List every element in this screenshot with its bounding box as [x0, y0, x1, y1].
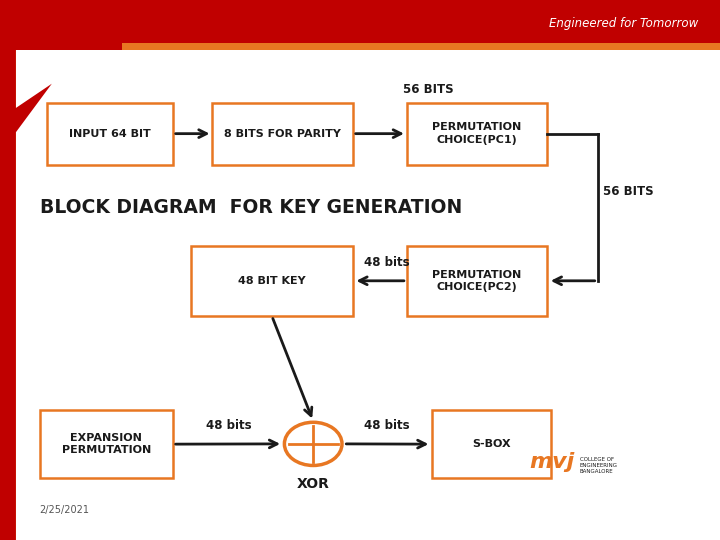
Bar: [0, 0, 720, 44]
Text: PERMUTATION
CHOICE(PC2): PERMUTATION CHOICE(PC2): [433, 269, 521, 292]
Text: Engineered for Tomorrow: Engineered for Tomorrow: [549, 17, 698, 30]
FancyBboxPatch shape: [40, 410, 173, 478]
Bar: [0, 50, 16, 540]
Bar: [0, 43, 720, 50]
Text: COLLEGE OF
ENGINEERING
BANGALORE: COLLEGE OF ENGINEERING BANGALORE: [580, 457, 618, 474]
Text: 48 bits: 48 bits: [364, 419, 410, 432]
Text: 8 BITS FOR PARITY: 8 BITS FOR PARITY: [224, 129, 341, 139]
Text: BLOCK DIAGRAM  FOR KEY GENERATION: BLOCK DIAGRAM FOR KEY GENERATION: [40, 198, 462, 218]
FancyBboxPatch shape: [191, 246, 353, 316]
Text: XOR: XOR: [297, 477, 330, 491]
Text: S-BOX: S-BOX: [472, 439, 510, 449]
Text: 48 bits: 48 bits: [206, 419, 251, 432]
Polygon shape: [0, 50, 52, 540]
FancyBboxPatch shape: [47, 103, 173, 165]
Text: 2/25/2021: 2/25/2021: [40, 505, 89, 515]
Text: EXPANSION
PERMUTATION: EXPANSION PERMUTATION: [62, 433, 150, 455]
Text: 56 BITS: 56 BITS: [403, 83, 454, 96]
Polygon shape: [0, 0, 122, 50]
FancyBboxPatch shape: [407, 246, 547, 316]
Text: mvj: mvj: [529, 451, 575, 472]
Text: 56 BITS: 56 BITS: [603, 185, 654, 198]
FancyBboxPatch shape: [407, 103, 547, 165]
Text: PERMUTATION
CHOICE(PC1): PERMUTATION CHOICE(PC1): [433, 123, 521, 145]
Text: INPUT 64 BIT: INPUT 64 BIT: [69, 129, 150, 139]
FancyBboxPatch shape: [212, 103, 353, 165]
Text: 48 BIT KEY: 48 BIT KEY: [238, 276, 305, 286]
FancyBboxPatch shape: [432, 410, 551, 478]
Text: 48 bits: 48 bits: [364, 256, 410, 269]
